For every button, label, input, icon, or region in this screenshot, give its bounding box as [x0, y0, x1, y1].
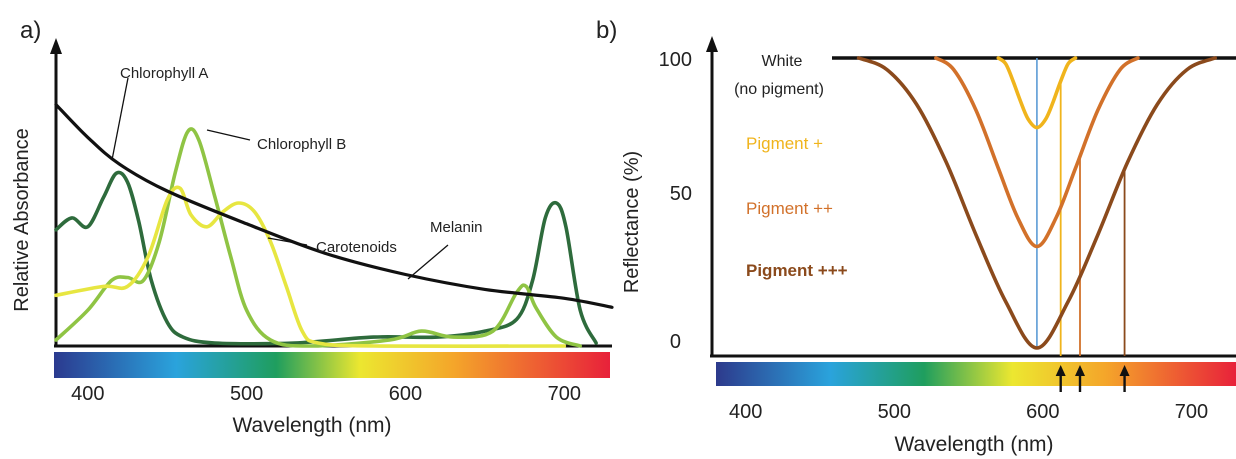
- panel-a-xtick-500: 500: [230, 383, 263, 405]
- panel-a-x-ticks: 400 500 600 700: [71, 383, 581, 405]
- series-pigment-plus: [996, 56, 1078, 130]
- panel-b-xtick-500: 500: [878, 401, 911, 423]
- wavelength-arrowhead-2: [1075, 365, 1085, 376]
- callout-line-carotenoids: [267, 237, 308, 246]
- panel-a-xtick-700: 700: [548, 383, 581, 405]
- panel-b-ytick-100: 100: [659, 49, 692, 71]
- legend-pigment-3: Pigment +++: [746, 261, 848, 280]
- panel-a-xtick-400: 400: [71, 383, 104, 405]
- panel-b-xtick-700: 700: [1175, 401, 1208, 423]
- panel-a-xtick-600: 600: [389, 383, 422, 405]
- legend-pigment-1: Pigment +: [746, 134, 823, 153]
- panel-a-xlabel: Wavelength (nm): [232, 414, 391, 437]
- callout-line-chlorophyll-b: [206, 129, 251, 141]
- legend-pigment-2: Pigment ++: [746, 199, 833, 218]
- series-chlorophyll-a: [54, 170, 598, 346]
- label-melanin: Melanin: [430, 219, 483, 236]
- panel-b-y-axis-arrow: [706, 36, 718, 52]
- series-pigment-plusplus: [934, 56, 1140, 249]
- callout-line-melanin: [407, 244, 449, 280]
- label-chlorophyll-b: Chlorophyll B: [257, 136, 346, 153]
- panel-a-y-axis-arrow: [50, 38, 62, 54]
- label-chlorophyll-a: Chlorophyll A: [120, 65, 208, 82]
- series-melanin: [54, 103, 614, 309]
- series-chlorophyll-b: [54, 127, 582, 348]
- wavelength-arrowhead-1: [1055, 365, 1066, 376]
- no-pigment-label: (no pigment): [734, 81, 824, 98]
- panel-b-ytick-0: 0: [670, 331, 681, 353]
- panel-b-ylabel: Reflectance (%): [621, 151, 643, 293]
- panel-b-xlabel: Wavelength (nm): [894, 433, 1053, 456]
- panel-a-ylabel: Relative Absorbance: [11, 128, 33, 311]
- wavelength-arrowhead-3: [1119, 365, 1130, 376]
- panel-b-xtick-400: 400: [729, 401, 762, 423]
- white-label: White: [762, 53, 803, 70]
- label-carotenoids: Carotenoids: [316, 239, 397, 256]
- panel-b-series: [856, 56, 1217, 356]
- series-carotenoids: [54, 185, 567, 349]
- callout-line-chlorophyll-a: [111, 77, 129, 161]
- panel-b-arrows: [1055, 365, 1130, 392]
- panel-a-spectrum-bar: [54, 352, 610, 378]
- panel-b-label: b): [596, 17, 617, 44]
- panel-a-label: a): [20, 17, 41, 44]
- panel-b-xtick-600: 600: [1026, 401, 1059, 423]
- panel-a: a) Relative Absorbance Wavelength (nm) 4…: [11, 17, 614, 437]
- panel-b: b) Reflectance (%) 100 50 0 White (no pi…: [596, 17, 1236, 456]
- panel-b-spectrum-bar: [716, 362, 1236, 386]
- panel-b-x-ticks: 400 500 600 700: [729, 401, 1208, 423]
- panel-b-ytick-50: 50: [670, 183, 692, 205]
- series-pigment-plusplusplus: [856, 56, 1217, 350]
